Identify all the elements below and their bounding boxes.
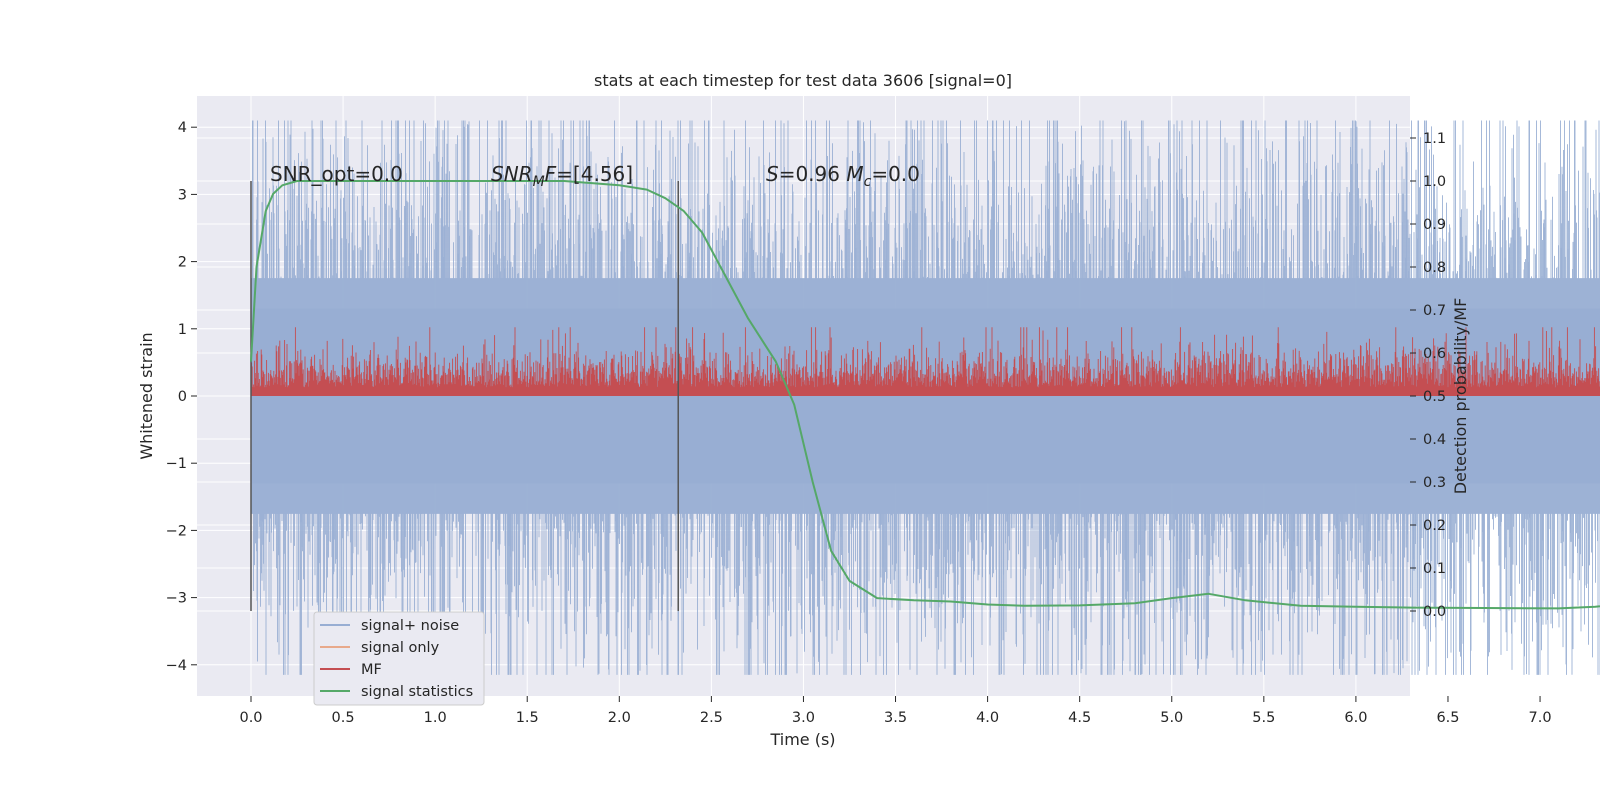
y-right-tick-label: 0.6 [1423,346,1446,362]
y-left-tick-label: −1 [166,456,187,472]
y-left-tick-label: 1 [178,322,187,338]
x-tick-label: 4.5 [1068,710,1091,726]
y-left-tick-label: 0 [178,389,187,405]
x-tick-label: 6.5 [1436,710,1459,726]
x-tick-label: 0.0 [239,710,262,726]
y-right-tick-label: 0.2 [1423,518,1446,534]
y-right-tick-label: 0.4 [1423,432,1446,448]
y-right-tick-label: 0.3 [1423,475,1446,491]
x-tick-label: 3.5 [884,710,907,726]
legend: signal+ noise signal only MF signal stat… [313,611,485,706]
x-axis-ticks: 0.0 0.5 1.0 1.5 2.0 2.5 3.0 3.5 4.0 4.5 5.0 5.5 6.0 6… [239,696,1552,726]
y-left-tick-label: 2 [178,255,187,271]
x-tick-label: 5.5 [1252,710,1275,726]
x-tick-label: 4.0 [976,710,999,726]
signal-statistics-line [250,180,1600,610]
mf-core [251,387,1600,396]
y-right-tick-label: 0.9 [1423,217,1446,233]
legend-label-mf: MF [361,662,382,678]
y-right-tick-label: 0.0 [1423,604,1446,620]
y-left-tick-label: −2 [166,523,187,539]
annotation-s-mc: S=0.96 Mc=0.0 [766,162,920,190]
legend-label-signal-noise: signal+ noise [361,618,459,634]
y-left-tick-label: 3 [178,187,187,203]
y-left-tick-label: −3 [166,591,187,607]
y-axis-label-left: Whitened strain [137,332,156,459]
y-right-tick-label: 0.7 [1423,303,1446,319]
y-right-tick-label: 0.5 [1423,389,1446,405]
annotation-snr-mf: SNRMF=[4.56] [491,162,633,190]
vertical-markers [250,180,679,612]
legend-box [313,611,485,706]
y-left-axis-ticks: 4 3 2 1 0 −1 −2 −3 −4 [166,120,197,674]
legend-label-signal-only: signal only [361,640,440,656]
annotation-snr-opt: SNR_opt=0.0 [270,162,403,186]
x-tick-label: 7.0 [1529,710,1552,726]
x-tick-label: 3.0 [792,710,815,726]
chart-title: stats at each timestep for test data 360… [594,71,1012,90]
x-axis-label: Time (s) [769,730,835,749]
x-tick-label: 0.5 [332,710,355,726]
y-right-axis-ticks: 1.1 1.0 0.9 0.8 0.7 0.6 0.5 0.4 0.3 0.2 0.1 0.0 [1410,131,1446,620]
y-right-tick-label: 0.8 [1423,260,1446,276]
x-tick-label: 6.0 [1344,710,1367,726]
y-axis-label-right: Detection probability/MF [1451,298,1470,495]
x-tick-label: 2.5 [700,710,723,726]
y-right-tick-label: 1.1 [1423,131,1446,147]
y-left-tick-label: 4 [178,120,187,136]
x-tick-label: 1.5 [516,710,539,726]
y-right-tick-label: 0.1 [1423,561,1446,577]
x-tick-label: 2.0 [608,710,631,726]
signal-statistics-series [250,180,1600,610]
x-tick-label: 1.0 [424,710,447,726]
legend-label-signal-statistics: signal statistics [361,684,473,700]
y-left-tick-label: −4 [166,658,187,674]
x-tick-label: 5.0 [1160,710,1183,726]
y-right-tick-label: 1.0 [1423,174,1446,190]
